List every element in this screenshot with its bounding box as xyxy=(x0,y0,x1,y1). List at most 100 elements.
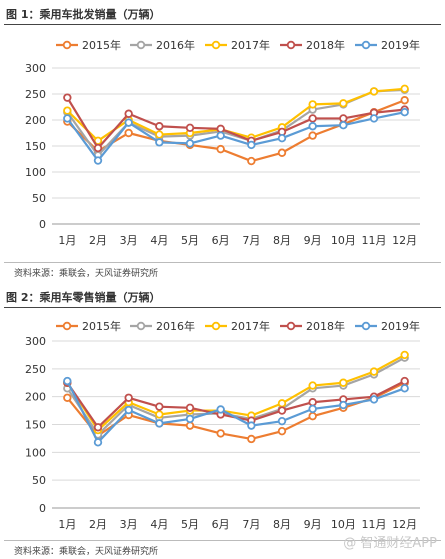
x-tick-label: 4月 xyxy=(150,518,168,531)
y-tick-label: 200 xyxy=(25,391,46,404)
series-line-2015年 xyxy=(66,381,406,441)
x-tick-label: 1月 xyxy=(58,518,76,531)
figure-2-chart: 0 50 100 150 200 250 300 1月 2月 3月 4月 5月 6月 7月 8月 9月 10月 1… xyxy=(25,319,420,531)
data-point xyxy=(93,143,103,153)
data-point xyxy=(124,128,133,138)
legend-label: 2015年 xyxy=(82,38,121,52)
data-point xyxy=(63,376,72,386)
data-point xyxy=(308,100,317,109)
legend-swatch-marker xyxy=(361,321,371,331)
data-point xyxy=(93,423,103,432)
data-point xyxy=(400,350,409,360)
x-tick-label: 4月 xyxy=(150,234,168,247)
series-line-2019年 xyxy=(66,380,406,444)
figure-1-chart: 0 50 100 150 200 250 300 1月 2月 3月 4月 5月 6月 7月 8月 9月 10月 1… xyxy=(25,38,420,247)
x-tick-label: 12月 xyxy=(392,518,417,531)
data-point xyxy=(308,411,317,421)
legend-label: 2018年 xyxy=(306,319,345,333)
legend-swatch-marker xyxy=(62,40,72,50)
y-tick-label: 300 xyxy=(25,335,46,348)
data-point xyxy=(400,384,409,393)
watermark-text: @ 智通财经APP xyxy=(343,536,437,551)
data-point xyxy=(185,421,195,430)
data-point xyxy=(155,402,164,411)
data-point xyxy=(124,109,133,118)
x-tick-label: 3月 xyxy=(120,234,138,247)
y-tick-label: 250 xyxy=(25,363,46,376)
data-point xyxy=(277,426,287,436)
legend-label: 2019年 xyxy=(381,319,420,333)
figure-1-source: 资料来源：乘联会，天风证券研究所 xyxy=(14,269,159,279)
data-point xyxy=(369,367,379,376)
data-point xyxy=(247,140,256,150)
series-line-2018年 xyxy=(66,97,405,150)
series-line-2017年 xyxy=(66,353,406,432)
x-tick-label: 3月 xyxy=(120,518,138,531)
x-tick-label: 8月 xyxy=(273,234,291,247)
data-point xyxy=(277,399,287,408)
data-point xyxy=(308,131,317,140)
data-point xyxy=(185,139,195,148)
data-point xyxy=(185,123,195,132)
data-point xyxy=(247,156,256,166)
legend-swatch-marker xyxy=(286,40,296,50)
figure-2-bottom-rule xyxy=(4,540,441,541)
y-tick-label: 200 xyxy=(25,114,46,127)
x-tick-label: 7月 xyxy=(242,234,260,247)
data-point xyxy=(155,122,164,131)
x-tick-label: 6月 xyxy=(212,518,230,531)
x-tick-label: 1月 xyxy=(58,234,76,247)
y-tick-label: 0 xyxy=(39,218,46,231)
legend-swatch-marker xyxy=(361,40,371,50)
legend-swatch-marker xyxy=(136,40,146,50)
data-point xyxy=(400,96,409,105)
data-point xyxy=(247,434,256,444)
data-point xyxy=(155,410,164,419)
legend-swatch-marker xyxy=(211,321,221,331)
x-tick-label: 10月 xyxy=(331,234,356,247)
y-tick-label: 100 xyxy=(25,166,46,179)
x-tick-label: 11月 xyxy=(362,234,387,247)
data-point xyxy=(63,393,72,402)
x-tick-label: 8月 xyxy=(273,518,291,531)
legend-swatch-marker xyxy=(286,321,296,331)
data-point xyxy=(400,107,409,117)
figure-2-top-rule xyxy=(4,307,441,308)
x-tick-label: 10月 xyxy=(331,518,356,531)
series-line-2017年 xyxy=(66,87,405,142)
data-point xyxy=(339,120,348,130)
y-tick-label: 150 xyxy=(25,140,46,153)
y-tick-label: 250 xyxy=(25,88,46,101)
data-point xyxy=(339,400,348,410)
x-tick-label: 6月 xyxy=(212,234,230,247)
data-point xyxy=(308,122,317,131)
data-point xyxy=(308,114,317,123)
x-tick-label: 5月 xyxy=(181,518,199,531)
data-point xyxy=(124,118,133,127)
x-tick-label: 2月 xyxy=(89,234,107,247)
data-point xyxy=(369,114,379,123)
data-point xyxy=(93,156,103,165)
data-point xyxy=(400,84,409,93)
data-point xyxy=(308,398,317,407)
data-point xyxy=(369,395,379,404)
figure-1-bottom-rule xyxy=(4,262,441,263)
data-point xyxy=(63,114,72,123)
data-point xyxy=(247,421,256,430)
data-point xyxy=(216,144,225,154)
data-point xyxy=(155,419,164,428)
data-point xyxy=(216,405,225,414)
x-tick-label: 7月 xyxy=(242,518,260,531)
data-point xyxy=(277,416,287,426)
legend-label: 2017年 xyxy=(231,319,270,333)
series-line-2016年 xyxy=(66,356,406,436)
legend-swatch-marker xyxy=(211,40,221,50)
data-point xyxy=(124,405,133,415)
legend-label: 2019年 xyxy=(381,38,420,52)
data-point xyxy=(339,99,348,108)
x-tick-label: 5月 xyxy=(181,234,199,247)
legend-swatch-marker xyxy=(136,321,146,331)
data-point xyxy=(339,114,348,123)
x-tick-label: 12月 xyxy=(392,234,417,247)
x-tick-label: 9月 xyxy=(304,234,322,247)
